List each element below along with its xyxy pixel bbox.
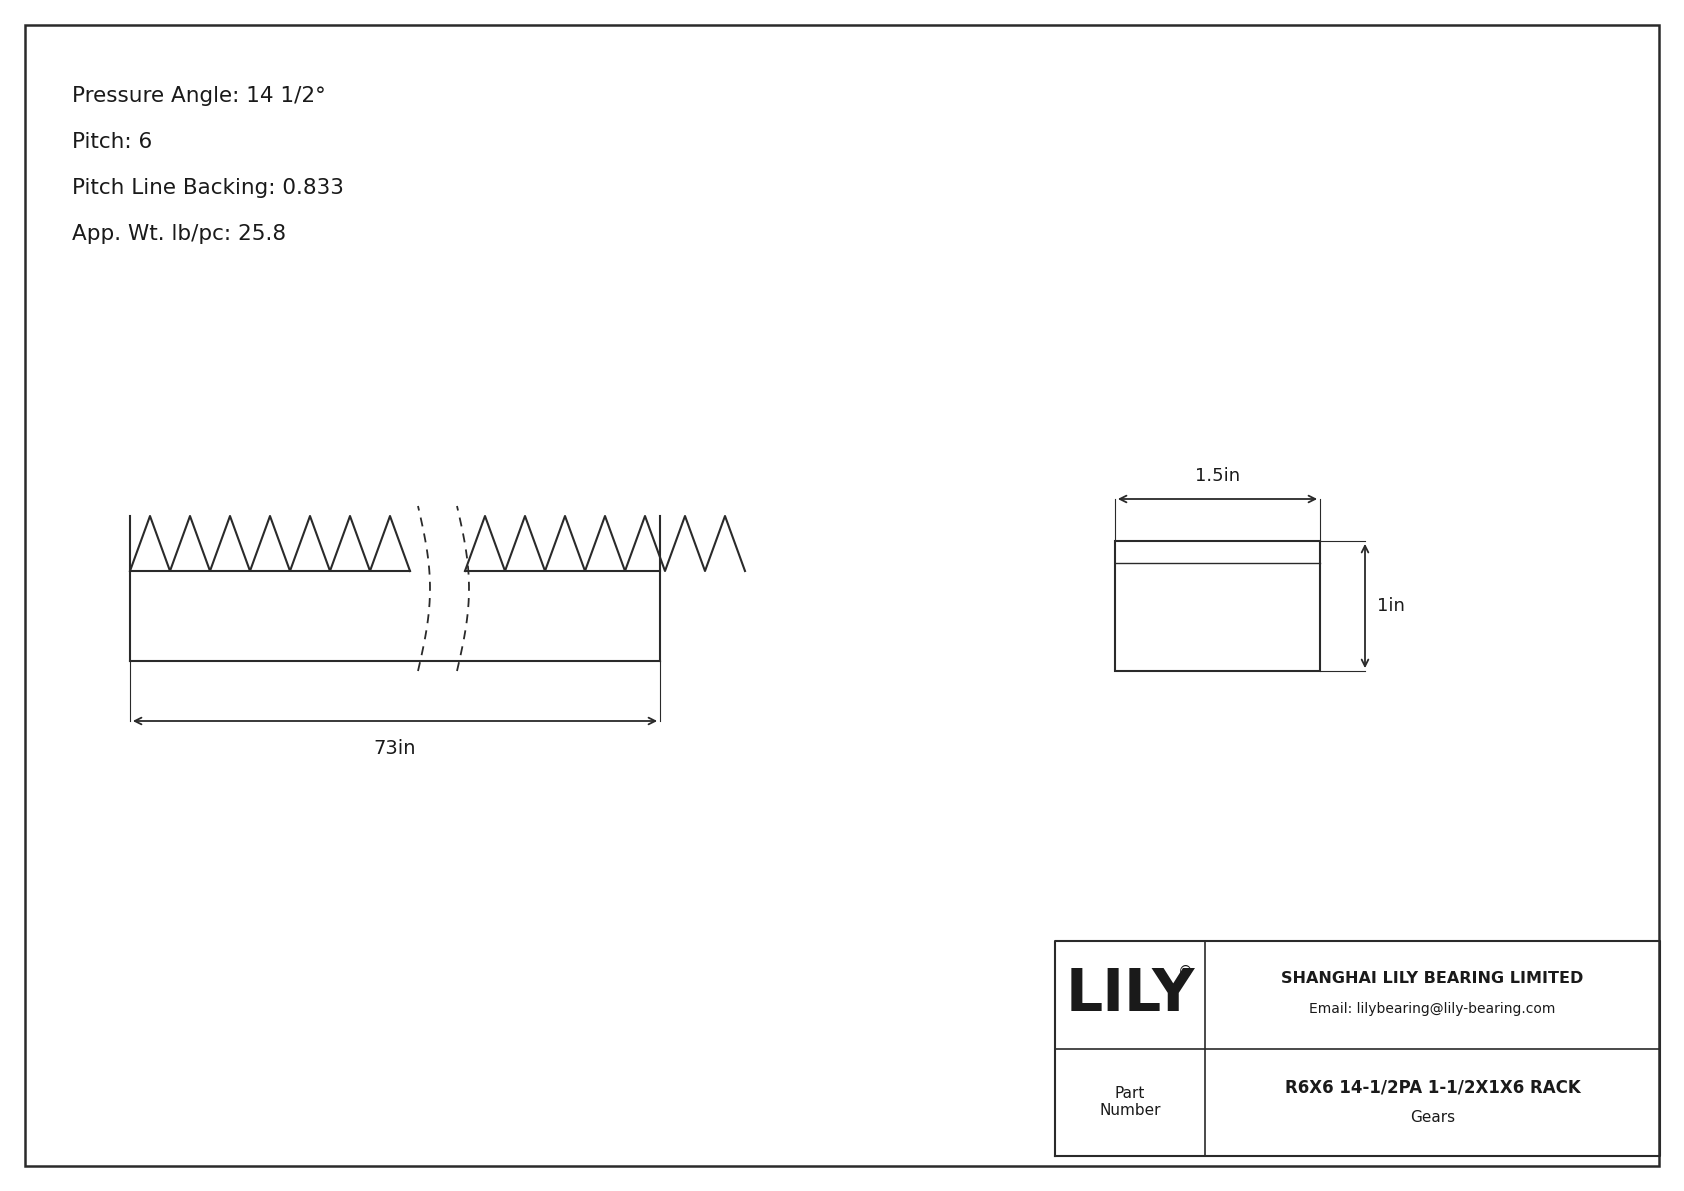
Text: Pressure Angle: 14 1/2°: Pressure Angle: 14 1/2° bbox=[72, 86, 325, 106]
Text: Pitch Line Backing: 0.833: Pitch Line Backing: 0.833 bbox=[72, 177, 344, 198]
Text: 1in: 1in bbox=[1378, 597, 1404, 615]
Text: 1.5in: 1.5in bbox=[1196, 467, 1239, 485]
Text: Part
Number: Part Number bbox=[1100, 1086, 1160, 1118]
Text: Pitch: 6: Pitch: 6 bbox=[72, 132, 152, 152]
Text: Email: lilybearing@lily-bearing.com: Email: lilybearing@lily-bearing.com bbox=[1310, 1002, 1556, 1016]
Text: R6X6 14-1/2PA 1-1/2X1X6 RACK: R6X6 14-1/2PA 1-1/2X1X6 RACK bbox=[1285, 1078, 1580, 1096]
Text: Gears: Gears bbox=[1410, 1110, 1455, 1124]
Text: ®: ® bbox=[1179, 965, 1194, 980]
Text: 73in: 73in bbox=[374, 738, 416, 757]
Text: SHANGHAI LILY BEARING LIMITED: SHANGHAI LILY BEARING LIMITED bbox=[1282, 971, 1583, 986]
Bar bbox=[1115, 541, 1320, 671]
Text: LILY: LILY bbox=[1066, 966, 1194, 1023]
Text: App. Wt. lb/pc: 25.8: App. Wt. lb/pc: 25.8 bbox=[72, 224, 286, 244]
